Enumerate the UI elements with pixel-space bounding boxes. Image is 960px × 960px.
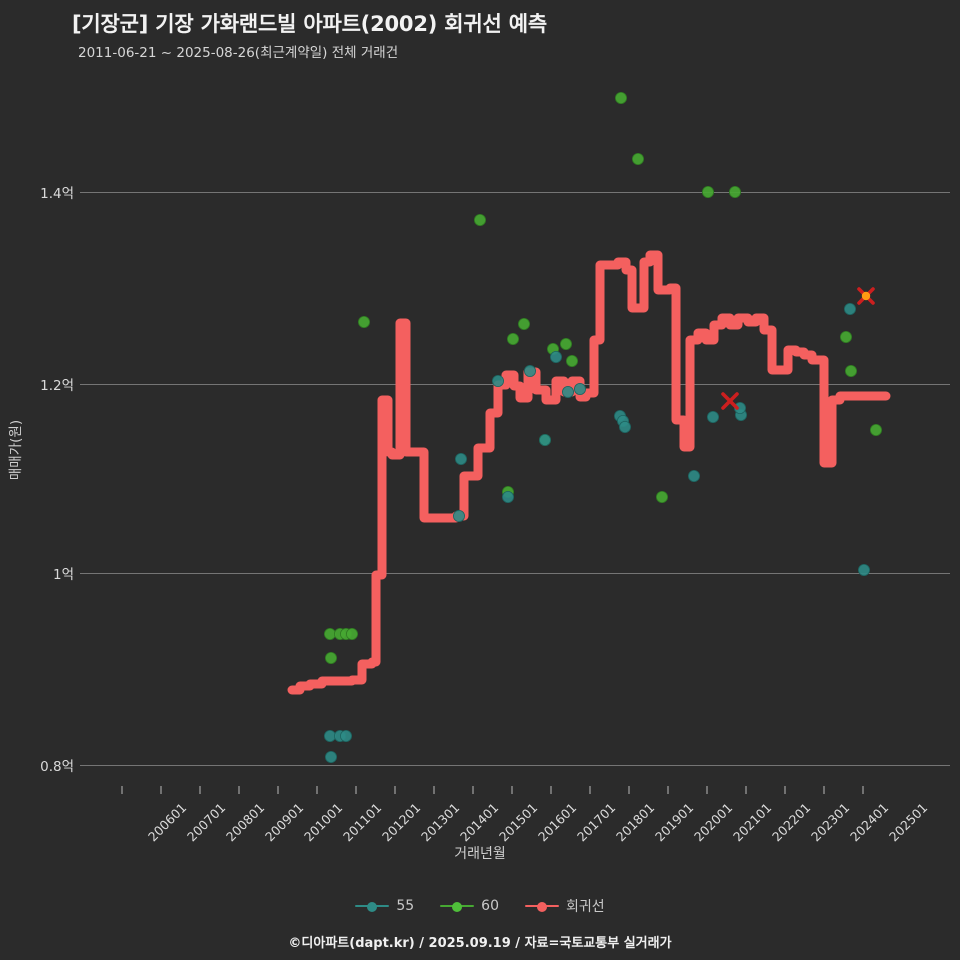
legend-swatch-regression-icon bbox=[525, 899, 559, 913]
legend-swatch-60-icon bbox=[440, 899, 475, 913]
y-tick-3: 1.4억 bbox=[40, 186, 74, 202]
x-axis-label: 거래년월 bbox=[454, 846, 506, 862]
chart-title: [기장군] 기장 가화랜드빌 아파트(2002) 회귀선 예측 bbox=[72, 12, 547, 36]
chart-subtitle: 2011-06-21 ~ 2025-08-26(최근계약일) 전체 거래건 bbox=[78, 45, 399, 61]
legend-item-regression[interactable]: 회귀선 bbox=[525, 896, 605, 916]
outlier-x-marker bbox=[721, 392, 739, 410]
chart-legend: 55 60 회귀선 bbox=[0, 896, 960, 916]
y-axis-ticks: 1.4억 1.2억 1억 0.8억 bbox=[0, 0, 74, 960]
y-tick-0: 0.8억 bbox=[40, 759, 74, 775]
regression-line bbox=[287, 250, 891, 695]
y-tick-1: 1억 bbox=[52, 567, 74, 583]
latest-trade-marker bbox=[857, 287, 875, 305]
legend-label-60: 60 bbox=[481, 898, 499, 914]
legend-item-55[interactable]: 55 bbox=[355, 898, 414, 914]
legend-label-regression: 회귀선 bbox=[566, 899, 605, 915]
y-tick-2: 1.2억 bbox=[40, 378, 74, 394]
gridlines bbox=[80, 192, 950, 766]
series-60-points bbox=[323, 92, 883, 665]
footer-credit: ©디아파트(dapt.kr) / 2025.09.19 / 자료=국토교통부 실… bbox=[288, 936, 672, 951]
series-55-points bbox=[323, 302, 871, 764]
legend-label-55: 55 bbox=[396, 898, 415, 914]
x-tick-marks bbox=[121, 786, 864, 794]
legend-swatch-55-icon bbox=[355, 899, 390, 913]
legend-item-60[interactable]: 60 bbox=[440, 898, 499, 914]
